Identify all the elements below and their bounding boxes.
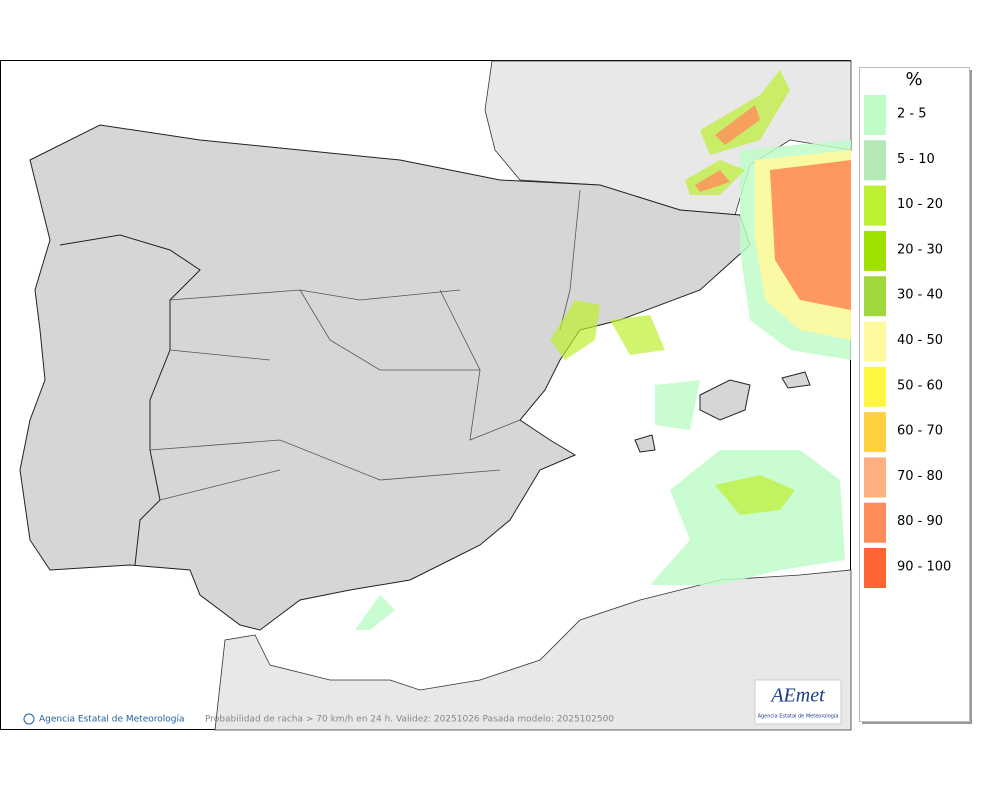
logo-subtitle: Agencia Estatal de Meteorología	[758, 713, 839, 720]
legend-swatch	[864, 502, 886, 543]
prob-area	[695, 105, 760, 192]
legend-label: 2 - 5	[897, 107, 927, 122]
prob-area	[770, 160, 851, 310]
legend-swatch	[864, 457, 886, 498]
legend-title: %	[905, 69, 922, 90]
legend-swatch	[864, 548, 886, 588]
legend-label: 5 - 10	[897, 152, 935, 167]
copyright-icon	[23, 713, 35, 725]
island-mallorca	[699, 379, 751, 421]
legend-label: 40 - 50	[897, 333, 943, 348]
legend-swatch	[864, 366, 886, 407]
legend-items: 2 - 5 5 - 10 10 - 20 20 - 30 30 - 40 40 - 50 5…	[864, 95, 951, 588]
legend-label: 90 - 100	[897, 560, 951, 575]
legend-swatch	[864, 276, 886, 317]
land-africa	[214, 569, 852, 731]
legend-swatch	[864, 185, 886, 226]
prob-area	[355, 380, 845, 630]
legend-swatch	[864, 412, 886, 453]
legend-label: 70 - 80	[897, 469, 943, 484]
island-menorca	[781, 371, 811, 389]
logo-text: AEmet	[769, 685, 825, 707]
legend-label: 80 - 90	[897, 514, 943, 529]
legend-label: 60 - 70	[897, 424, 943, 439]
island-ibiza	[634, 434, 656, 453]
legend-swatch	[864, 95, 886, 135]
legend-label: 30 - 40	[897, 288, 943, 303]
legend-swatch	[864, 230, 886, 271]
prob-area	[550, 300, 665, 360]
regional-borders	[149, 189, 581, 501]
prob-area	[715, 475, 795, 515]
legend-label: 20 - 30	[897, 242, 943, 257]
caption: Probabilidad de racha > 70 km/h en 24 h.…	[205, 715, 614, 725]
legend-label: 10 - 20	[897, 197, 943, 212]
logo-box	[754, 679, 842, 725]
legend-swatch	[864, 140, 886, 181]
credit: Agencia Estatal de Meteorología	[39, 715, 185, 725]
legend-label: 50 - 60	[897, 378, 943, 393]
legend-swatch	[864, 321, 886, 362]
land-iberia	[19, 124, 751, 631]
